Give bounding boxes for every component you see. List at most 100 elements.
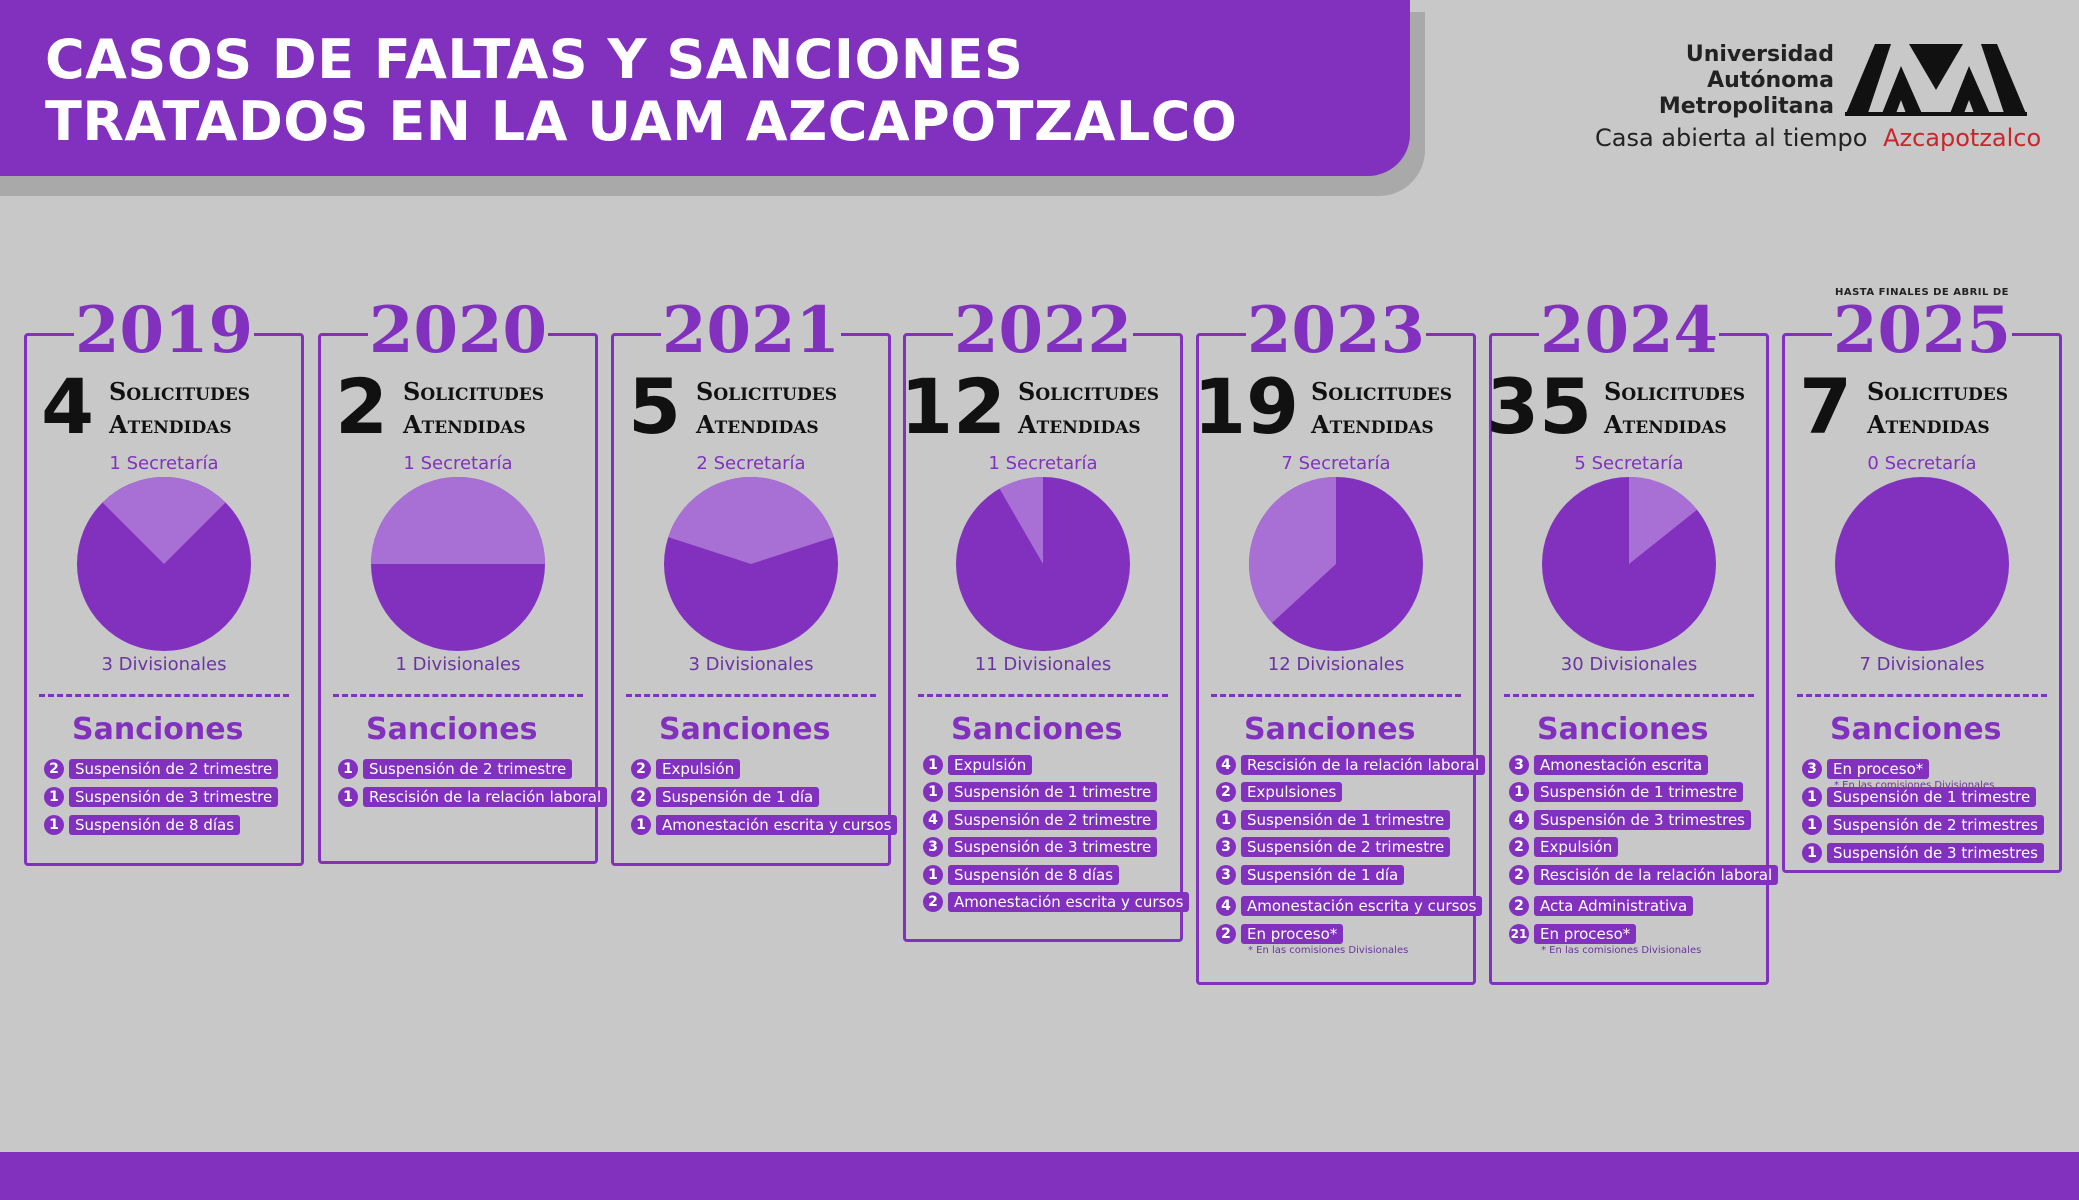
logo-university-name: Universidad Autónoma Metropolitana xyxy=(1659,42,1834,120)
total-requests: 7 xyxy=(1799,362,1852,451)
sancion-label: Amonestación escrita y cursos xyxy=(948,892,1190,912)
sancion-label: Suspensión de 3 trimestres xyxy=(1534,809,1751,830)
sancion-row: 1 Suspensión de 1 trimestre xyxy=(1802,786,2037,808)
uam-logo-icon xyxy=(1845,44,2027,116)
year-label: 2020 xyxy=(368,293,548,368)
count-badge: 1 xyxy=(338,786,358,807)
count-badge: 1 xyxy=(338,758,358,779)
pie-chart-2025 xyxy=(1835,477,2009,651)
sancion-row: 1 Suspensión de 8 días xyxy=(44,814,241,836)
sancion-row: 1 Expulsión xyxy=(923,754,1033,776)
atendidas-label: Atendidas xyxy=(696,410,819,439)
sancion-row: 2 Expulsiones xyxy=(1216,782,1343,804)
total-label: Solicitudes Atendidas xyxy=(1604,375,1745,441)
sancion-label: Expulsiones xyxy=(1241,782,1343,802)
pie-slice-secretaria xyxy=(1249,477,1336,623)
year-label: 2021 xyxy=(661,293,841,368)
divider xyxy=(1504,694,1754,697)
sancion-row: 1 Suspensión de 2 trimestres xyxy=(1802,814,2044,836)
divider xyxy=(1211,694,1461,697)
sancion-label: Acta Administrativa xyxy=(1534,896,1694,916)
sanciones-title: Sanciones xyxy=(659,712,831,747)
logo-line-1: Universidad xyxy=(1685,42,1834,67)
sancion-label: Suspensión de 1 trimestre xyxy=(1534,782,1744,802)
count-badge: 1 xyxy=(923,754,943,775)
year-label: 2023 xyxy=(1246,293,1426,368)
sancion-row: 2 Rescisión de la relación laboral xyxy=(1509,864,1779,886)
sancion-row: 3 Amonestación escrita xyxy=(1509,754,1709,776)
sancion-label: Amonestación escrita xyxy=(1534,754,1709,775)
pie-slice-secretaria xyxy=(668,477,834,564)
atendidas-label: Atendidas xyxy=(1604,410,1727,439)
sancion-label: Suspensión de 1 día xyxy=(656,786,820,807)
count-badge: 1 xyxy=(923,782,943,802)
logo-line-2: Autónoma xyxy=(1707,68,1834,93)
sancion-label: Suspensión de 2 trimestres xyxy=(1827,814,2044,835)
total-requests: 4 xyxy=(41,362,94,451)
count-badge: 1 xyxy=(1802,842,1822,863)
solicitudes-label: Solicitudes xyxy=(1604,377,1745,406)
solicitudes-label: Solicitudes xyxy=(109,377,250,406)
pie-slice-secretaria xyxy=(371,477,545,564)
sancion-label: Rescisión de la relación laboral xyxy=(1241,754,1486,775)
pie-chart-2024 xyxy=(1542,477,1716,651)
sancion-row: 1 Suspensión de 1 trimestre xyxy=(1216,809,1451,831)
sancion-label: Suspensión de 1 trimestre xyxy=(948,782,1158,802)
secretaria-label: 1 Secretaría xyxy=(109,453,219,474)
sancion-label: En proceso* xyxy=(1827,758,1930,779)
sancion-row: 3 Suspensión de 2 trimestre xyxy=(1216,837,1451,859)
secretaria-label: 2 Secretaría xyxy=(696,453,806,474)
atendidas-label: Atendidas xyxy=(1867,410,1990,439)
secretaria-label: 0 Secretaría xyxy=(1867,453,1977,474)
count-badge: 1 xyxy=(923,864,943,885)
sancion-label: Suspensión de 1 trimestre xyxy=(1241,809,1451,830)
footnote: * En las comisiones Divisionales xyxy=(1541,945,1702,956)
sanciones-title: Sanciones xyxy=(1830,712,2002,747)
count-badge: 2 xyxy=(923,892,943,912)
sancion-label: Suspensión de 1 día xyxy=(1241,864,1405,885)
total-requests: 19 xyxy=(1193,362,1299,451)
count-badge: 1 xyxy=(1509,782,1529,802)
secretaria-label: 1 Secretaría xyxy=(988,453,1098,474)
atendidas-label: Atendidas xyxy=(1311,410,1434,439)
sancion-row: 3 En proceso* xyxy=(1802,758,1930,780)
count-badge: 1 xyxy=(44,786,64,807)
sancion-row: 2 Expulsión xyxy=(1509,837,1619,859)
sancion-label: Suspensión de 8 días xyxy=(948,864,1120,885)
total-label: Solicitudes Atendidas xyxy=(1867,375,2008,441)
divisionales-label: 11 Divisionales xyxy=(974,654,1112,675)
divisionales-label: 30 Divisionales xyxy=(1560,654,1698,675)
secretaria-label: 5 Secretaría xyxy=(1574,453,1684,474)
sancion-label: Expulsión xyxy=(1534,837,1619,857)
year-label: 2025 xyxy=(1832,293,2012,368)
count-badge: 2 xyxy=(1509,896,1529,916)
total-label: Solicitudes Atendidas xyxy=(696,375,837,441)
sanciones-title: Sanciones xyxy=(366,712,538,747)
count-badge: 1 xyxy=(1802,786,1822,807)
sancion-label: Suspensión de 3 trimestre xyxy=(948,837,1158,857)
count-badge: 4 xyxy=(1216,896,1236,916)
count-badge: 3 xyxy=(1216,864,1236,885)
sancion-row: 21 En proceso* xyxy=(1509,923,1637,945)
logo-tagline-text: Casa abierta al tiempo xyxy=(1595,124,1868,152)
divider xyxy=(918,694,1168,697)
total-label: Solicitudes Atendidas xyxy=(1018,375,1159,441)
count-badge: 3 xyxy=(1509,754,1529,775)
sanciones-title: Sanciones xyxy=(951,712,1123,747)
sancion-row: 3 Suspensión de 1 día xyxy=(1216,864,1405,886)
pie-chart-2021 xyxy=(664,477,838,651)
logo-campus: Azcapotzalco xyxy=(1883,124,2042,152)
sancion-row: 4 Rescisión de la relación laboral xyxy=(1216,754,1486,776)
divisionales-label: 7 Divisionales xyxy=(1859,654,1985,675)
total-label: Solicitudes Atendidas xyxy=(403,375,544,441)
divider xyxy=(39,694,289,697)
sancion-row: 3 Suspensión de 3 trimestre xyxy=(923,837,1158,859)
pie-slice-secretaria xyxy=(102,477,226,564)
total-label: Solicitudes Atendidas xyxy=(109,375,250,441)
sancion-label: Rescisión de la relación laboral xyxy=(1534,864,1779,885)
sancion-row: 1 Amonestación escrita y cursos xyxy=(631,814,898,836)
sancion-row: 2 Expulsión xyxy=(631,758,741,780)
sancion-label: Amonestación escrita y cursos xyxy=(1241,896,1483,916)
sancion-row: 4 Amonestación escrita y cursos xyxy=(1216,896,1483,918)
page-title-line-1: CASOS DE FALTAS Y SANCIONES xyxy=(45,28,1024,91)
